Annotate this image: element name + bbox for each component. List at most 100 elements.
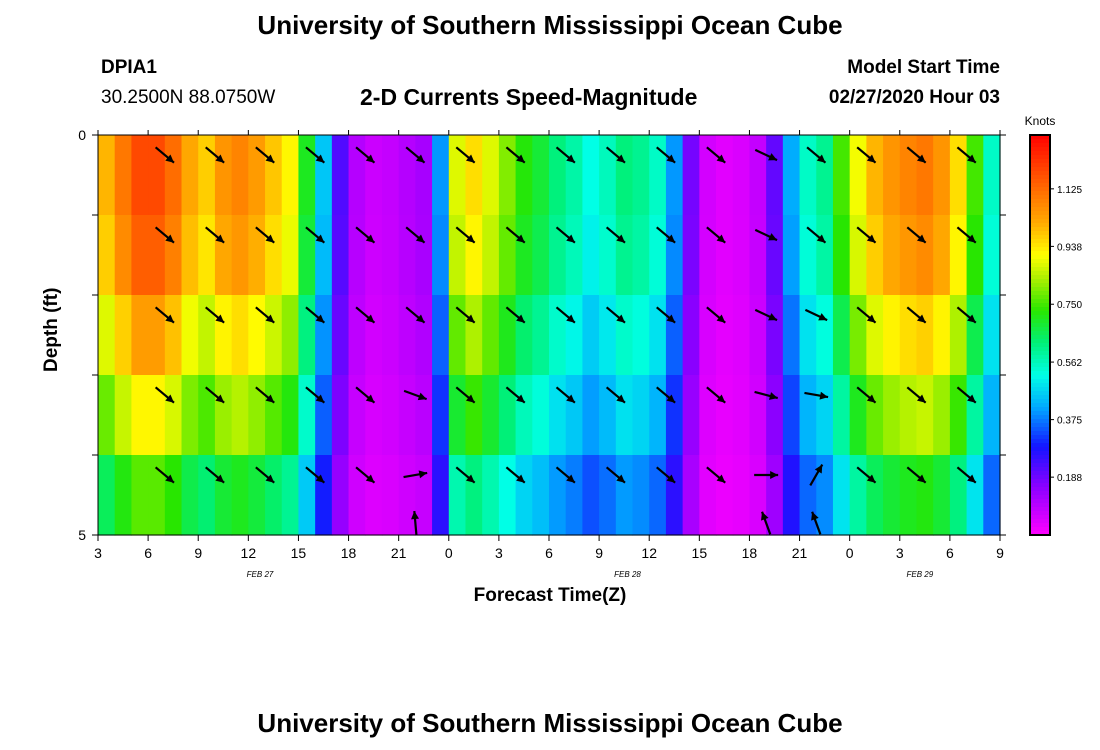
heatmap-cell: [565, 455, 583, 536]
current-arrow: [355, 386, 376, 404]
colorbar-segment: [1030, 279, 1050, 284]
current-arrow: [906, 306, 927, 324]
colorbar-segment: [1030, 139, 1050, 144]
heatmap-cell: [415, 135, 433, 216]
heatmap-cell: [231, 215, 249, 296]
arrow-head: [315, 314, 325, 323]
current-arrow: [505, 386, 526, 404]
heatmap-cell: [599, 215, 617, 296]
heatmap-cell: [782, 135, 801, 216]
heatmap-cell: [832, 455, 851, 536]
current-arrow: [355, 146, 376, 164]
arrow-head: [415, 154, 425, 163]
model-start-label: Model Start Time: [847, 57, 1000, 78]
heatmap-cells: [98, 135, 1001, 536]
heatmap-cell: [265, 295, 283, 376]
colorbar-segment: [1030, 455, 1050, 460]
colorbar-unit-label: Knots: [1025, 114, 1056, 128]
heatmap-cell: [348, 455, 366, 536]
arrow-head: [215, 394, 225, 403]
colorbar-segment: [1030, 415, 1050, 420]
heatmap-cell: [782, 215, 801, 296]
colorbar-segment: [1030, 375, 1050, 380]
heatmap-cell: [866, 455, 884, 536]
arrow-head: [265, 474, 275, 483]
heatmap-cell: [866, 295, 884, 376]
heatmap-cell: [699, 135, 717, 216]
colorbar-segment: [1030, 187, 1050, 192]
date-label: FEB 27: [247, 570, 274, 579]
heatmap-cell: [365, 295, 383, 376]
colorbar-tick-label: 0.938: [1057, 242, 1082, 253]
heatmap-cell: [816, 215, 834, 296]
arrow-head: [967, 474, 976, 483]
current-arrow: [605, 306, 626, 324]
heatmap-cell: [665, 375, 684, 456]
heatmap-cell: [649, 135, 667, 216]
heatmap-cell: [615, 375, 634, 456]
heatmap-cell: [198, 215, 216, 296]
heatmap-cell: [649, 455, 667, 536]
heatmap-cell: [315, 295, 333, 376]
heatmap-cell: [482, 215, 500, 296]
heatmap-cell: [98, 295, 116, 376]
heatmap-cell: [298, 295, 316, 376]
colorbar-segment: [1030, 291, 1050, 296]
current-arrow: [355, 466, 376, 484]
x-tick-label: 3: [94, 545, 102, 561]
arrow-head: [315, 154, 325, 163]
current-arrow: [754, 228, 778, 242]
heatmap-cell: [766, 215, 784, 296]
heatmap-cell: [98, 375, 116, 456]
arrow-head: [215, 314, 225, 323]
heatmap-cell: [131, 375, 149, 456]
heatmap-cell: [315, 455, 333, 536]
colorbar-segment: [1030, 395, 1050, 400]
arrow-head: [967, 314, 976, 323]
heatmap-cell: [148, 375, 166, 456]
footer-title: University of Southern Mississippi Ocean…: [257, 708, 843, 738]
heatmap-cell: [682, 215, 700, 296]
current-arrow: [656, 466, 676, 484]
colorbar-segment: [1030, 391, 1050, 396]
current-arrow: [856, 306, 877, 324]
colorbar-segment: [1030, 267, 1050, 272]
colorbar-segment: [1030, 167, 1050, 172]
colorbar-segment: [1030, 511, 1050, 516]
current-arrow: [205, 226, 225, 244]
current-arrow: [555, 466, 576, 484]
x-tick-label: 9: [996, 545, 1004, 561]
arrow-head: [666, 314, 676, 323]
heatmap-cell: [549, 295, 567, 376]
current-arrow: [906, 386, 927, 404]
arrow-head: [516, 234, 525, 243]
heatmap-cell: [649, 295, 667, 376]
arrow-head: [365, 474, 375, 483]
heatmap-cell: [381, 375, 400, 456]
colorbar-segment: [1030, 143, 1050, 148]
x-tick-label: 0: [445, 545, 453, 561]
heatmap-cell: [164, 375, 183, 456]
heatmap-cell: [732, 135, 751, 216]
heatmap-cell: [432, 135, 450, 216]
arrow-head: [365, 234, 375, 243]
arrow-head: [165, 154, 175, 163]
heatmap-cell: [365, 455, 383, 536]
heatmap-cell: [565, 295, 583, 376]
heatmap-cell: [966, 215, 984, 296]
colorbar-segment: [1030, 203, 1050, 208]
heatmap-cell: [866, 135, 884, 216]
heatmap-cell: [448, 455, 467, 536]
current-arrow: [555, 306, 576, 324]
heatmap-cell: [899, 375, 918, 456]
x-tick-label: 6: [946, 545, 954, 561]
current-arrow: [355, 306, 376, 324]
arrow-head: [716, 394, 726, 403]
heatmap-cell: [732, 215, 751, 296]
current-arrow: [455, 226, 476, 244]
heatmap-cell: [632, 455, 650, 536]
heatmap-cell: [799, 215, 817, 296]
heatmap-cell: [532, 375, 550, 456]
